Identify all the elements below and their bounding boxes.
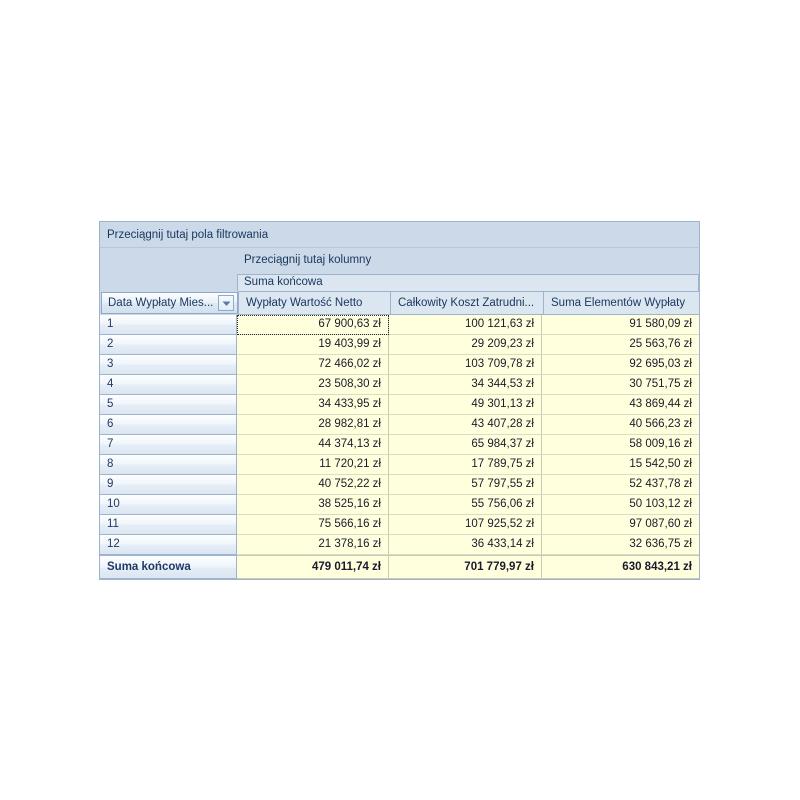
data-cell[interactable]: 28 982,81 zł: [237, 415, 389, 435]
grand-total-cell[interactable]: 701 779,97 zł: [389, 555, 542, 579]
pivot-corner-cell: [100, 248, 237, 274]
table-row[interactable]: 10 38 525,16 zł 55 756,06 zł 50 103,12 z…: [100, 495, 699, 515]
column-header-2[interactable]: Suma Elementów Wypłaty: [543, 291, 700, 315]
data-cell[interactable]: 50 103,12 zł: [542, 495, 699, 515]
data-cell[interactable]: 36 433,14 zł: [389, 535, 542, 555]
filter-drop-zone[interactable]: Przeciągnij tutaj pola filtrowania: [99, 221, 700, 247]
row-header[interactable]: 2: [100, 335, 237, 355]
data-cell[interactable]: 52 437,78 zł: [542, 475, 699, 495]
data-cell[interactable]: 40 752,22 zł: [237, 475, 389, 495]
table-row[interactable]: 3 72 466,02 zł 103 709,78 zł 92 695,03 z…: [100, 355, 699, 375]
row-header[interactable]: 3: [100, 355, 237, 375]
column-drop-zone-row: Przeciągnij tutaj kolumny: [99, 247, 700, 274]
super-header-corner: [100, 274, 237, 291]
row-header[interactable]: 10: [100, 495, 237, 515]
column-header-0[interactable]: Wypłaty Wartość Netto: [238, 291, 390, 315]
data-cell[interactable]: 15 542,50 zł: [542, 455, 699, 475]
row-header[interactable]: 1: [100, 315, 237, 335]
column-drop-zone[interactable]: Przeciągnij tutaj kolumny: [244, 254, 372, 266]
row-header[interactable]: 7: [100, 435, 237, 455]
data-cell[interactable]: 30 751,75 zł: [542, 375, 699, 395]
data-cell[interactable]: 32 636,75 zł: [542, 535, 699, 555]
table-row[interactable]: 9 40 752,22 zł 57 797,55 zł 52 437,78 zł: [100, 475, 699, 495]
grand-total-cell[interactable]: 479 011,74 zł: [237, 555, 389, 579]
data-cell[interactable]: 57 797,55 zł: [389, 475, 542, 495]
table-row[interactable]: 12 21 378,16 zł 36 433,14 zł 32 636,75 z…: [100, 535, 699, 555]
table-row[interactable]: 1 67 900,63 zł 100 121,63 zł 91 580,09 z…: [100, 315, 699, 335]
data-cell[interactable]: 19 403,99 zł: [237, 335, 389, 355]
data-cell[interactable]: 43 407,28 zł: [389, 415, 542, 435]
data-cell[interactable]: 25 563,76 zł: [542, 335, 699, 355]
grand-total-cell[interactable]: 630 843,21 zł: [542, 555, 699, 579]
data-cell[interactable]: 34 433,95 zł: [237, 395, 389, 415]
data-cell[interactable]: 17 789,75 zł: [389, 455, 542, 475]
table-row[interactable]: 6 28 982,81 zł 43 407,28 zł 40 566,23 zł: [100, 415, 699, 435]
data-cell[interactable]: 65 984,37 zł: [389, 435, 542, 455]
column-header-row: Data Wypłaty Mies... Wypłaty Wartość Net…: [99, 291, 700, 315]
row-field-button-label: Data Wypłaty Mies...: [108, 297, 214, 309]
column-header-1[interactable]: Całkowity Koszt Zatrudni...: [390, 291, 543, 315]
data-cell[interactable]: 58 009,16 zł: [542, 435, 699, 455]
data-cell[interactable]: 29 209,23 zł: [389, 335, 542, 355]
row-header[interactable]: 11: [100, 515, 237, 535]
table-row[interactable]: 5 34 433,95 zł 49 301,13 zł 43 869,44 zł: [100, 395, 699, 415]
table-row[interactable]: 8 11 720,21 zł 17 789,75 zł 15 542,50 zł: [100, 455, 699, 475]
super-header-row: Suma końcowa: [99, 274, 700, 291]
row-header[interactable]: 4: [100, 375, 237, 395]
data-cell[interactable]: 40 566,23 zł: [542, 415, 699, 435]
data-cell[interactable]: 100 121,63 zł: [389, 315, 542, 335]
row-field-button[interactable]: Data Wypłaty Mies...: [101, 292, 238, 314]
data-cell[interactable]: 67 900,63 zł: [237, 315, 389, 335]
data-cell[interactable]: 38 525,16 zł: [237, 495, 389, 515]
data-cell[interactable]: 91 580,09 zł: [542, 315, 699, 335]
table-row[interactable]: 4 23 508,30 zł 34 344,53 zł 30 751,75 zł: [100, 375, 699, 395]
data-cell[interactable]: 44 374,13 zł: [237, 435, 389, 455]
data-cell[interactable]: 49 301,13 zł: [389, 395, 542, 415]
row-header[interactable]: 9: [100, 475, 237, 495]
data-cell[interactable]: 11 720,21 zł: [237, 455, 389, 475]
row-header[interactable]: 8: [100, 455, 237, 475]
row-header[interactable]: 6: [100, 415, 237, 435]
row-header[interactable]: 5: [100, 395, 237, 415]
data-cell[interactable]: 55 756,06 zł: [389, 495, 542, 515]
super-header-grand-total[interactable]: Suma końcowa: [237, 274, 699, 291]
pivot-table-widget: Przeciągnij tutaj pola filtrowania Przec…: [99, 221, 700, 580]
data-cell[interactable]: 92 695,03 zł: [542, 355, 699, 375]
grand-total-row[interactable]: Suma końcowa 479 011,74 zł 701 779,97 zł…: [100, 555, 699, 579]
table-row[interactable]: 2 19 403,99 zł 29 209,23 zł 25 563,76 zł: [100, 335, 699, 355]
pivot-data-body: 1 67 900,63 zł 100 121,63 zł 91 580,09 z…: [99, 315, 700, 580]
data-cell[interactable]: 103 709,78 zł: [389, 355, 542, 375]
table-row[interactable]: 7 44 374,13 zł 65 984,37 zł 58 009,16 zł: [100, 435, 699, 455]
data-cell[interactable]: 97 087,60 zł: [542, 515, 699, 535]
data-cell[interactable]: 21 378,16 zł: [237, 535, 389, 555]
data-cell[interactable]: 23 508,30 zł: [237, 375, 389, 395]
data-cell[interactable]: 72 466,02 zł: [237, 355, 389, 375]
data-cell[interactable]: 107 925,52 zł: [389, 515, 542, 535]
chevron-down-icon[interactable]: [218, 295, 234, 311]
data-cell[interactable]: 75 566,16 zł: [237, 515, 389, 535]
grand-total-label: Suma końcowa: [100, 555, 237, 579]
data-cell[interactable]: 43 869,44 zł: [542, 395, 699, 415]
data-cell[interactable]: 34 344,53 zł: [389, 375, 542, 395]
table-row[interactable]: 11 75 566,16 zł 107 925,52 zł 97 087,60 …: [100, 515, 699, 535]
row-header[interactable]: 12: [100, 535, 237, 555]
